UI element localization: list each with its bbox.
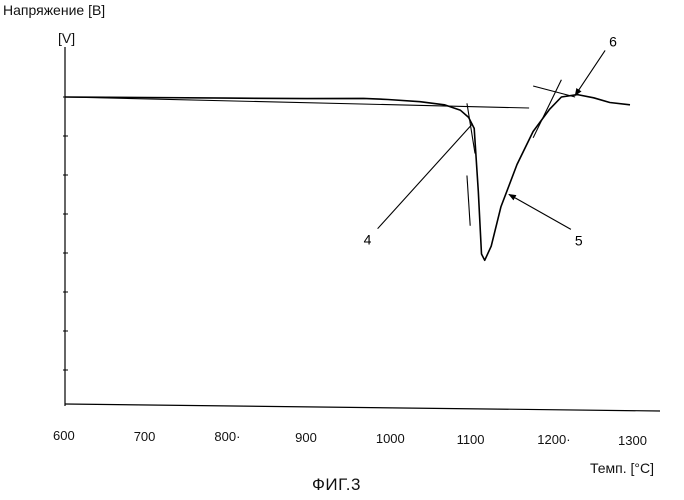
x-tick-label: 1000 xyxy=(376,431,405,446)
x-tick-label: 1100 xyxy=(457,432,485,447)
x-tick-label: 1200· xyxy=(537,432,570,447)
x-tick-label: 900 xyxy=(295,430,317,445)
voltage-curve xyxy=(65,95,630,261)
x-axis-label: Темп. [°C] xyxy=(590,460,654,476)
tangent-line-3 xyxy=(467,176,470,226)
x-tick-label: 700 xyxy=(134,429,156,444)
annotation-label-4: 4 xyxy=(364,232,372,248)
tangent-lines xyxy=(65,80,575,226)
annotation-label-5: 5 xyxy=(575,232,583,248)
x-axis xyxy=(65,404,660,411)
annotation-label-6: 6 xyxy=(609,33,617,49)
figure-caption: ФИГ.3 xyxy=(312,475,361,495)
y-axis-unit-label: [V] xyxy=(58,30,75,46)
tangent-line-4 xyxy=(533,80,561,138)
annotation-leader-4 xyxy=(378,124,473,229)
x-tick-label: 800· xyxy=(214,429,240,444)
y-axis-label: Напряжение [B] xyxy=(3,2,105,18)
annotation-leader-6 xyxy=(575,50,605,95)
x-tick-label: 1300 xyxy=(618,433,647,448)
x-tick-label: 600 xyxy=(53,428,75,443)
annotations: 4 5 6 xyxy=(364,33,618,248)
annotation-leader-5 xyxy=(509,194,571,229)
